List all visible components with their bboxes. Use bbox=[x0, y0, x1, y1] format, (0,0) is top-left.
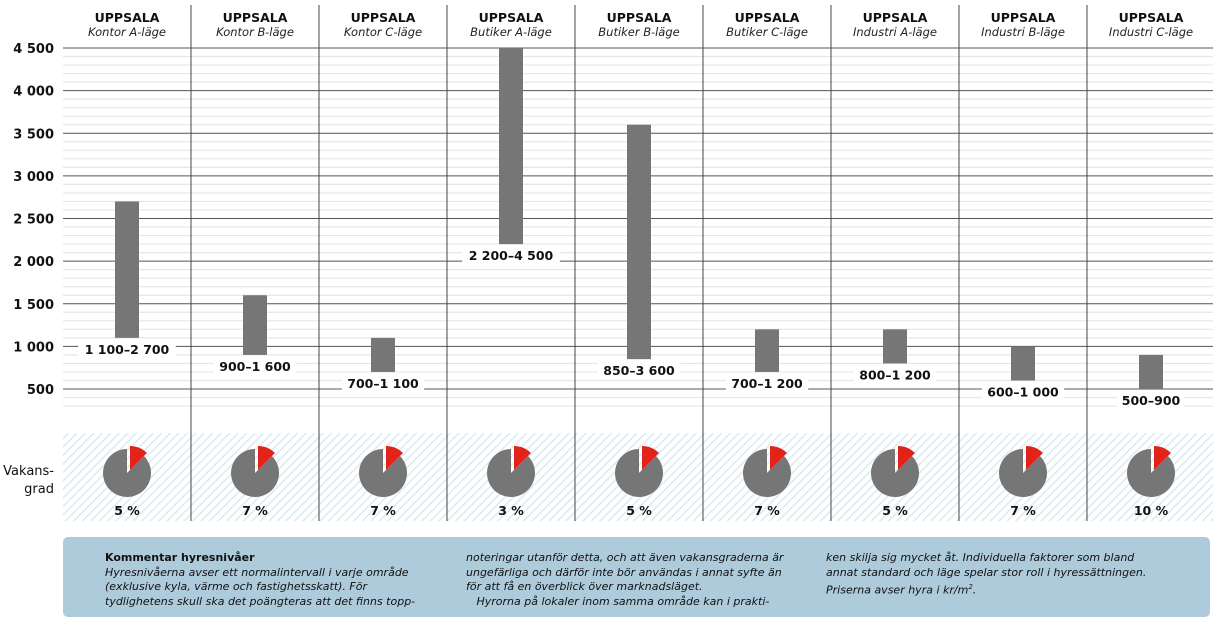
vacancy-pie bbox=[102, 449, 151, 498]
city-label: UPPSALA bbox=[606, 10, 672, 25]
y-tick-label: 1 500 bbox=[13, 298, 54, 313]
vacancy-pie bbox=[743, 449, 792, 498]
range-label-bg bbox=[853, 366, 937, 384]
city-label: UPPSALA bbox=[990, 10, 1056, 25]
range-label: 700–1 200 bbox=[731, 376, 803, 391]
vacancy-pie bbox=[998, 449, 1047, 498]
rent-chart: 500 1 000 1 500 2 000 2 500 3 000 3 500 4 000 4 … bbox=[13, 5, 1213, 521]
range-bar bbox=[627, 124, 651, 360]
range-bar bbox=[1139, 354, 1163, 389]
vacancy-value: 5 % bbox=[114, 503, 140, 518]
comment-box: Kommentar hyresnivåer Hyresnivåerna avser… bbox=[63, 537, 1210, 617]
column-header: UPPSALA Butiker A-läge bbox=[447, 10, 575, 39]
vacancy-pie bbox=[230, 449, 279, 498]
range-label-bg bbox=[341, 374, 425, 392]
vacancy-value: 5 % bbox=[626, 503, 652, 518]
segment-label: Industri A-läge bbox=[853, 25, 937, 39]
vacancy-label: Vakans- grad bbox=[3, 464, 54, 497]
range-bar bbox=[883, 329, 907, 364]
segment-label: Industri B-läge bbox=[981, 25, 1065, 39]
comment-col-1: Kommentar hyresnivåer Hyresnivåerna avser… bbox=[105, 551, 416, 608]
city-label: UPPSALA bbox=[734, 10, 800, 25]
y-tick-label: 2 500 bbox=[13, 213, 54, 228]
segment-label: Butiker C-läge bbox=[726, 25, 808, 39]
column-header: UPPSALA Industri C-läge bbox=[1087, 10, 1215, 39]
city-label: UPPSALA bbox=[222, 10, 288, 25]
range-bar bbox=[115, 201, 139, 338]
vacancy-value: 7 % bbox=[1010, 503, 1036, 518]
vacancy-value: 3 % bbox=[498, 503, 524, 518]
range-label: 700–1 100 bbox=[347, 376, 419, 391]
column-header: UPPSALA Industri B-läge bbox=[959, 10, 1087, 39]
y-tick-label: 2 000 bbox=[13, 255, 54, 270]
vacancy-pie bbox=[487, 449, 535, 498]
range-bar bbox=[371, 337, 395, 372]
vacancy-slice bbox=[1154, 446, 1171, 470]
range-label: 2 200–4 500 bbox=[469, 248, 554, 263]
vacancy-value: 5 % bbox=[882, 503, 908, 518]
segment-label: Kontor A-läge bbox=[87, 25, 167, 39]
range-label-bg bbox=[213, 357, 297, 375]
range-bar bbox=[499, 48, 523, 245]
comment-col-3: ken skilja sig mycket åt. Individuella f… bbox=[826, 551, 1147, 597]
range-label-bg bbox=[981, 383, 1065, 401]
vacancy-slice bbox=[514, 446, 531, 470]
vacancy-pie bbox=[358, 449, 407, 498]
city-label: UPPSALA bbox=[478, 10, 544, 25]
column-header: UPPSALA Kontor B-läge bbox=[191, 10, 319, 39]
range-label: 600–1 000 bbox=[987, 384, 1059, 399]
y-tick-label: 3 500 bbox=[13, 127, 54, 142]
vacancy-pie bbox=[1127, 449, 1176, 498]
range-label-bg bbox=[78, 340, 176, 358]
segment-label: Butiker A-läge bbox=[470, 25, 552, 39]
range-bar bbox=[1011, 346, 1035, 381]
vacancy-slice bbox=[386, 446, 403, 470]
range-label: 500–900 bbox=[1122, 393, 1181, 408]
range-label: 900–1 600 bbox=[219, 359, 291, 374]
range-label: 1 100–2 700 bbox=[85, 342, 170, 357]
range-label-bg bbox=[462, 247, 560, 265]
range-bar bbox=[243, 295, 267, 355]
segment-label: Kontor B-läge bbox=[216, 25, 294, 39]
column-header: UPPSALA Kontor A-läge bbox=[63, 10, 191, 39]
vacancy-slice bbox=[1026, 446, 1043, 470]
segment-label: Industri C-läge bbox=[1108, 25, 1194, 39]
y-tick-label: 4 500 bbox=[13, 42, 54, 57]
vacancy-slice bbox=[642, 446, 659, 470]
range-label-bg bbox=[1117, 392, 1185, 409]
y-tick-label: 4 000 bbox=[13, 85, 54, 100]
vacancy-slice bbox=[898, 446, 915, 470]
range-label-bg bbox=[597, 362, 681, 380]
y-tick-label: 1 000 bbox=[13, 340, 54, 355]
column-header: UPPSALA Industri A-läge bbox=[831, 10, 959, 39]
column-header: UPPSALA Butiker B-läge bbox=[575, 10, 703, 39]
segment-label: Kontor C-läge bbox=[343, 25, 423, 39]
city-label: UPPSALA bbox=[862, 10, 928, 25]
segment-label: Butiker B-läge bbox=[598, 25, 680, 39]
city-label: UPPSALA bbox=[1118, 10, 1184, 25]
vacancy-slice bbox=[258, 446, 275, 470]
vacancy-value: 10 % bbox=[1134, 503, 1169, 518]
range-label: 800–1 200 bbox=[859, 367, 931, 382]
range-label-bg bbox=[725, 374, 809, 392]
comment-col-2: noteringar utanför detta, och att även v… bbox=[466, 551, 784, 608]
column-header: UPPSALA Kontor C-läge bbox=[319, 10, 447, 39]
vacancy-value: 7 % bbox=[754, 503, 780, 518]
vacancy-value: 7 % bbox=[242, 503, 268, 518]
vacancy-pie bbox=[615, 449, 663, 498]
vacancy-pie bbox=[871, 449, 920, 498]
y-tick-label: 500 bbox=[27, 383, 54, 398]
vacancy-value: 7 % bbox=[370, 503, 396, 518]
city-label: UPPSALA bbox=[94, 10, 160, 25]
range-bar bbox=[755, 329, 779, 372]
column-header: UPPSALA Butiker C-läge bbox=[703, 10, 831, 39]
range-label: 850–3 600 bbox=[603, 363, 675, 378]
vacancy-slice bbox=[130, 446, 147, 470]
vacancy-slice bbox=[770, 446, 787, 470]
y-tick-label: 3 000 bbox=[13, 170, 54, 185]
city-label: UPPSALA bbox=[350, 10, 416, 25]
